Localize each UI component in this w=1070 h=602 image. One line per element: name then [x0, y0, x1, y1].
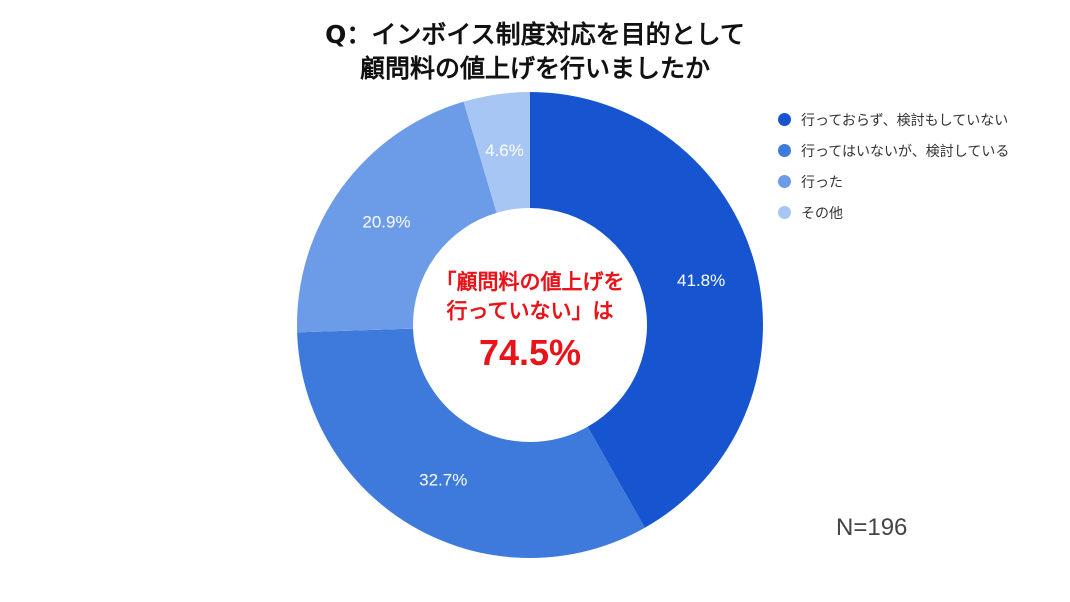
chart-title: Q：インボイス制度対応を目的として 顧問料の値上げを行いましたか — [0, 18, 1070, 86]
sample-size-label: N=196 — [836, 514, 908, 541]
legend-label: 行ってはいないが、検討している — [801, 143, 1010, 160]
center-callout-line-2: 行っていない」は — [446, 299, 614, 323]
center-callout: 「顧問料の値上げを 行っていない」は 74.5% — [410, 268, 650, 376]
legend-label: その他 — [801, 205, 843, 222]
legend-item-2: 行ってはいないが、検討している — [778, 135, 1009, 166]
donut-slice-1 — [530, 92, 763, 528]
slice-data-label-2: 32.7% — [419, 470, 467, 489]
donut-slice-3 — [297, 101, 497, 333]
donut-slice-4 — [463, 92, 530, 213]
legend-swatch-icon — [778, 144, 791, 157]
slice-data-label-1: 41.8% — [677, 271, 725, 290]
center-callout-line-1: 「顧問料の値上げを — [435, 270, 625, 294]
legend-label: 行った — [801, 174, 843, 191]
legend-label: 行っておらず、検討もしていない — [801, 112, 1009, 129]
donut-slice-2 — [297, 328, 645, 558]
legend-swatch-icon — [778, 206, 791, 219]
legend-swatch-icon — [778, 113, 791, 126]
slice-data-label-4: 4.6% — [485, 141, 524, 160]
chart-title-line-2: 顧問料の値上げを行いましたか — [359, 54, 710, 83]
chart-title-line-1: Q：インボイス制度対応を目的として — [325, 20, 745, 49]
legend-swatch-icon — [778, 175, 791, 188]
center-callout-value: 74.5% — [478, 332, 582, 373]
legend: 行っておらず、検討もしていない 行ってはいないが、検討している 行ったその他 — [778, 104, 1009, 228]
legend-item-4: その他 — [778, 197, 1009, 228]
slice-data-label-3: 20.9% — [362, 212, 410, 231]
legend-item-3: 行った — [778, 166, 1009, 197]
legend-item-1: 行っておらず、検討もしていない — [778, 104, 1009, 135]
